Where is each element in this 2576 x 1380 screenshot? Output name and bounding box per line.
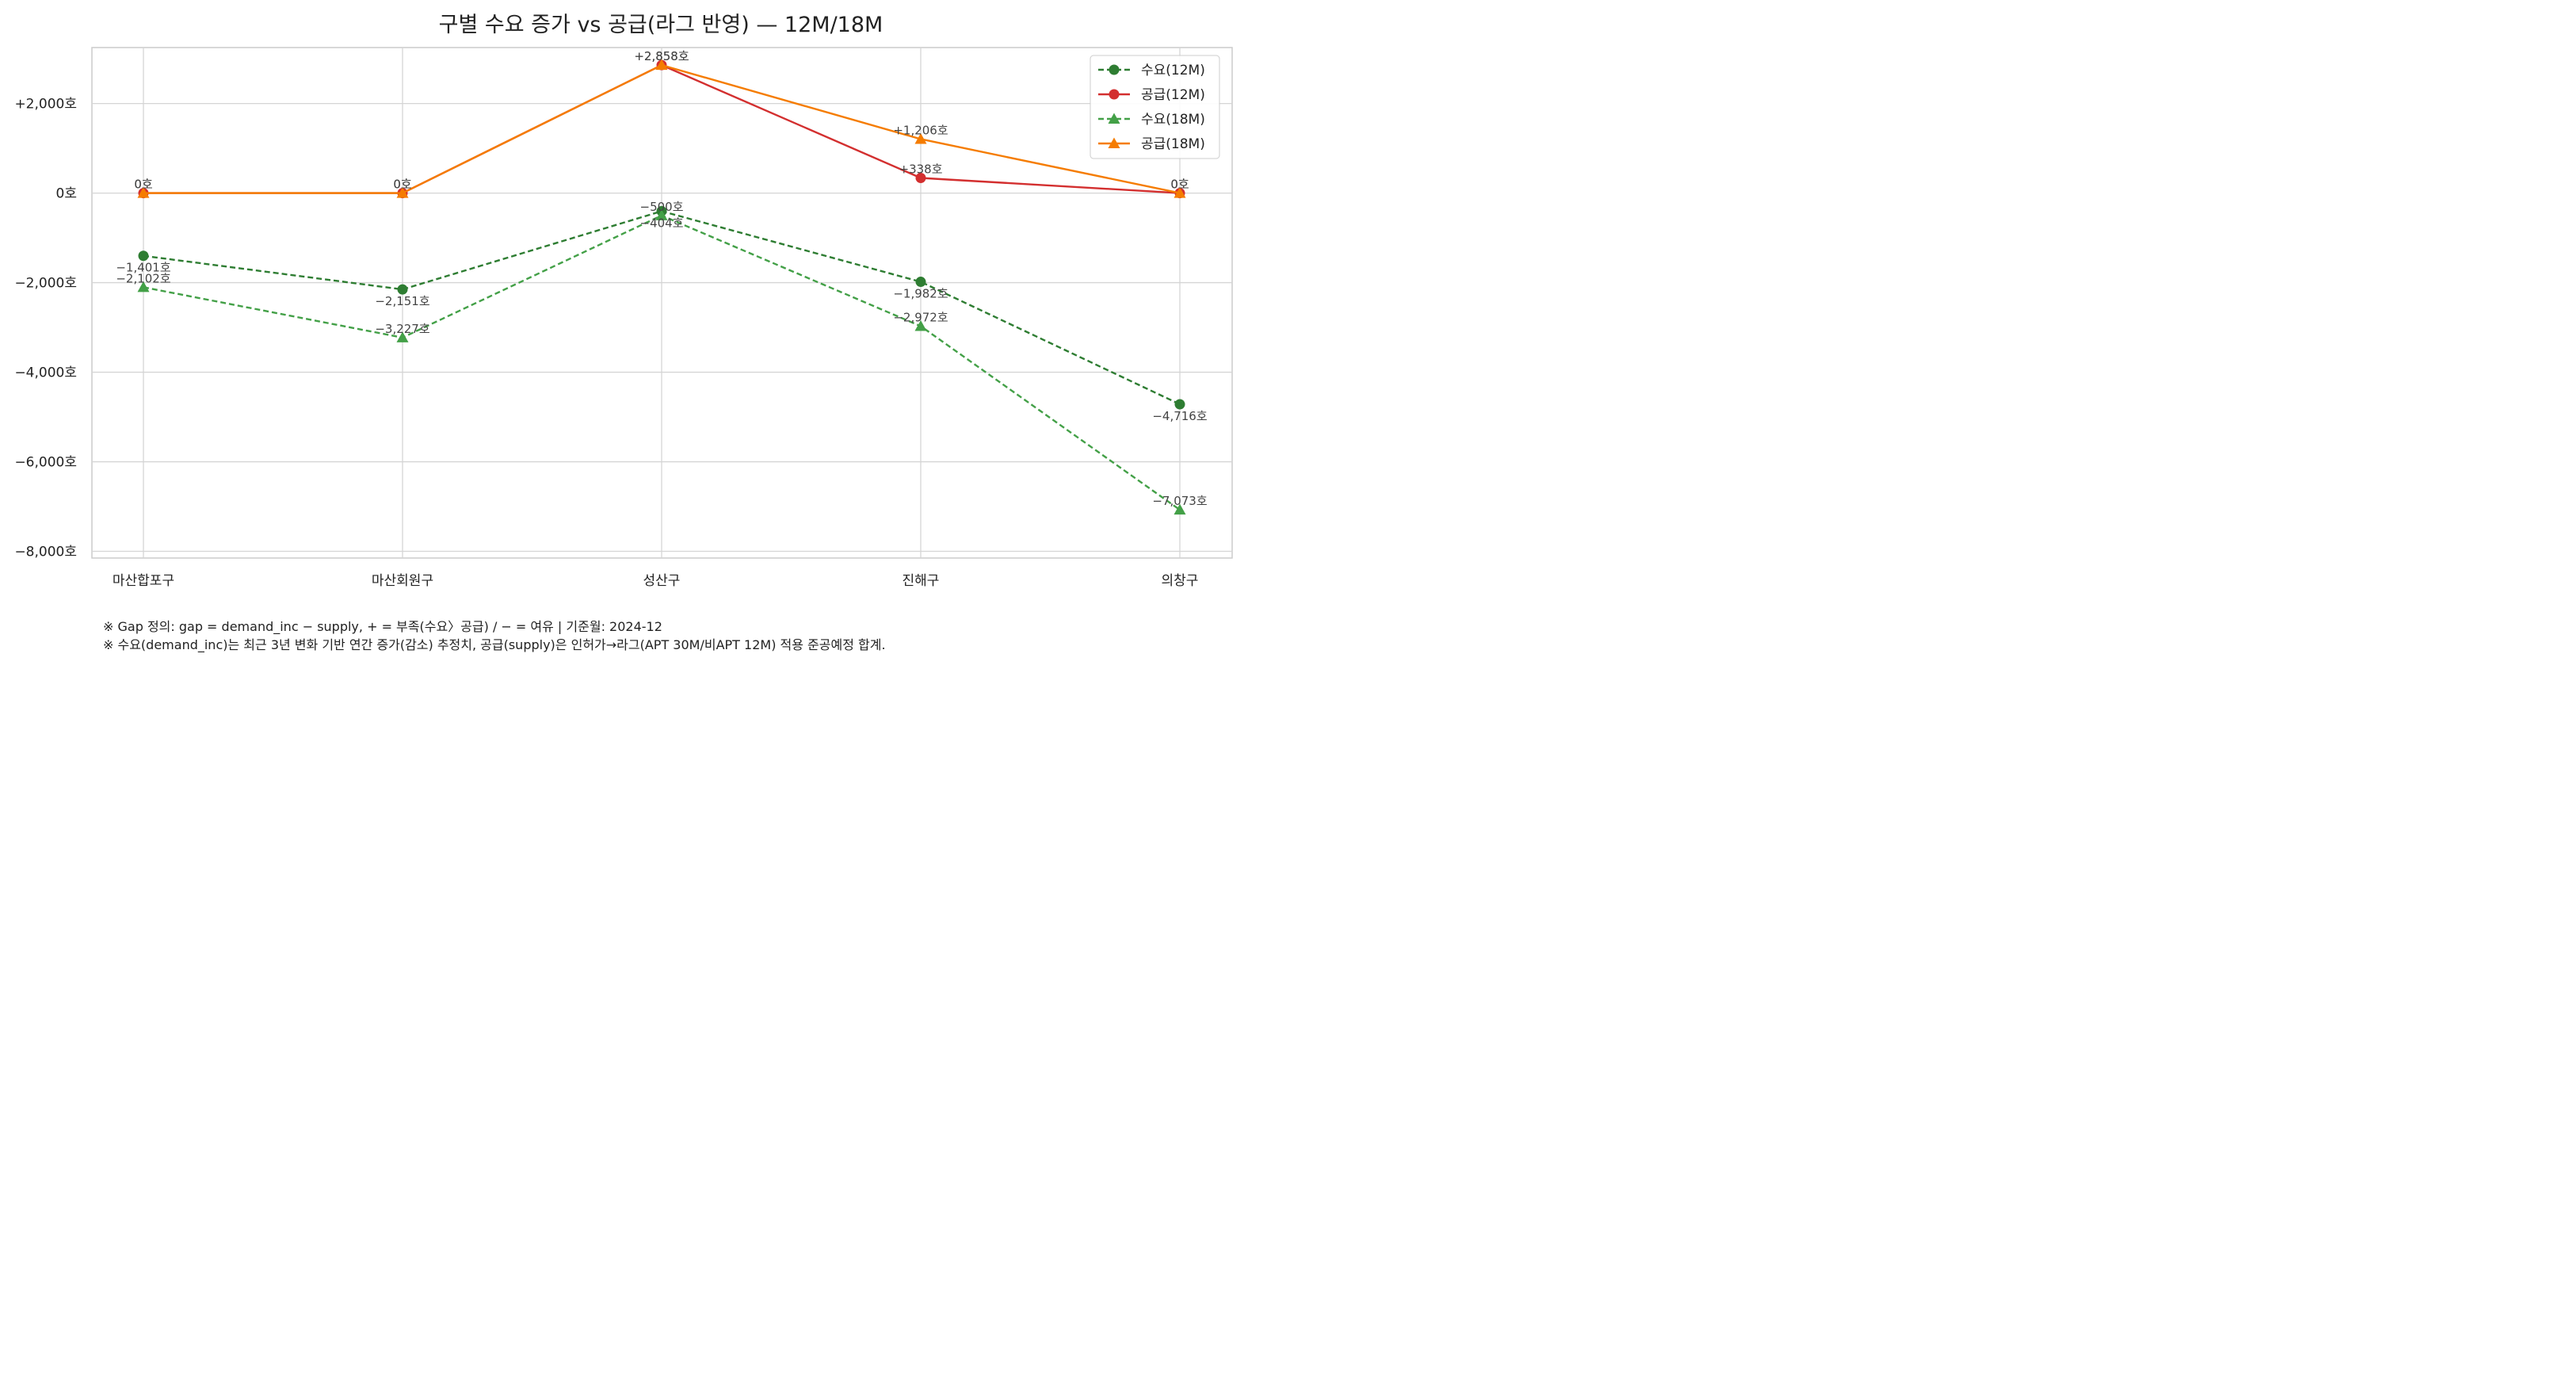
data-label: −4,716호 (1152, 409, 1208, 423)
data-label: −7,073호 (1152, 494, 1208, 508)
x-tick-label: 성산구 (643, 573, 681, 589)
y-tick-label: +2,000호 (14, 97, 77, 113)
data-label: 0호 (393, 178, 412, 192)
y-tick-label: −6,000호 (14, 455, 77, 471)
legend-marker (1109, 64, 1120, 75)
data-point (396, 187, 409, 198)
y-axis-ticks: +2,000호 0호 −2,000호 −4,000호 −6,000호 −8,000호 (14, 97, 77, 560)
data-point (137, 281, 150, 292)
data-point (137, 187, 150, 198)
data-label: +2,858호 (634, 49, 689, 63)
data-label: −2,151호 (375, 294, 430, 308)
data-label: −1,401호 (116, 261, 171, 275)
data-point (915, 173, 926, 184)
data-label: −2,102호 (116, 271, 171, 285)
data-point (1174, 399, 1185, 410)
y-tick-label: 0호 (56, 186, 77, 202)
legend-marker (1108, 137, 1120, 148)
data-label: −3,227호 (375, 322, 430, 336)
line-chart: 구별 수요 증가 vs 공급(라그 반영) — 12M/18M +2,000호 0… (14, 13, 1233, 589)
x-axis-ticks: 마산합포구 마산회원구 성산구 진해구 의창구 (113, 573, 1199, 589)
data-label: 0호 (134, 178, 153, 192)
data-point (655, 209, 668, 220)
data-label: −2,972호 (893, 310, 948, 324)
data-label: 0호 (1170, 178, 1189, 192)
series-layer (137, 59, 1186, 515)
data-point (396, 331, 409, 342)
data-label: −500호 (640, 200, 684, 214)
data-label: +1,206호 (893, 123, 948, 137)
footnote-gap-definition: ※ Gap 정의: gap = demand_inc − supply, + =… (103, 619, 662, 634)
chart-title: 구별 수요 증가 vs 공급(라그 반영) — 12M/18M (439, 13, 883, 37)
data-point (655, 59, 668, 71)
data-point (914, 132, 927, 144)
x-tick-label: 마산회원구 (372, 573, 433, 589)
x-tick-label: 의창구 (1162, 573, 1199, 589)
footnote-methodology: ※ 수요(demand_inc)는 최근 3년 변화 기반 연간 증가(감소) … (103, 637, 886, 652)
data-point (138, 250, 149, 262)
data-labels: −1,401호 −2,151호 −404호 −1,982호 −4,716호 0호 0호 +2,… (116, 49, 1208, 508)
data-label: +338호 (899, 162, 943, 177)
data-label: −1,982호 (893, 287, 948, 301)
legend-marker (1109, 89, 1120, 100)
data-point (397, 284, 408, 295)
data-point (1174, 503, 1186, 515)
legend-label: 공급(12M) (1141, 87, 1205, 103)
y-tick-label: −2,000호 (14, 276, 77, 292)
data-point (914, 319, 927, 331)
legend-box (1090, 55, 1220, 159)
data-label: 0호 (134, 178, 153, 192)
y-tick-label: −8,000호 (14, 545, 77, 560)
data-point (1174, 187, 1186, 198)
y-tick-label: −4,000호 (14, 365, 77, 381)
data-label: −404호 (640, 216, 684, 230)
legend: 수요(12M) 공급(12M) 수요(18M) 공급(18M) (1090, 55, 1220, 159)
legend-label: 수요(12M) (1141, 63, 1205, 78)
x-tick-label: 마산합포구 (113, 573, 174, 589)
legend-label: 수요(18M) (1141, 112, 1205, 128)
x-tick-label: 진해구 (903, 573, 940, 589)
data-point (915, 277, 926, 288)
data-label: 0호 (393, 178, 412, 192)
legend-label: 공급(18M) (1141, 136, 1205, 152)
data-label: 0호 (1170, 178, 1189, 192)
legend-marker (1108, 113, 1120, 124)
data-label: +2,858호 (634, 49, 689, 63)
